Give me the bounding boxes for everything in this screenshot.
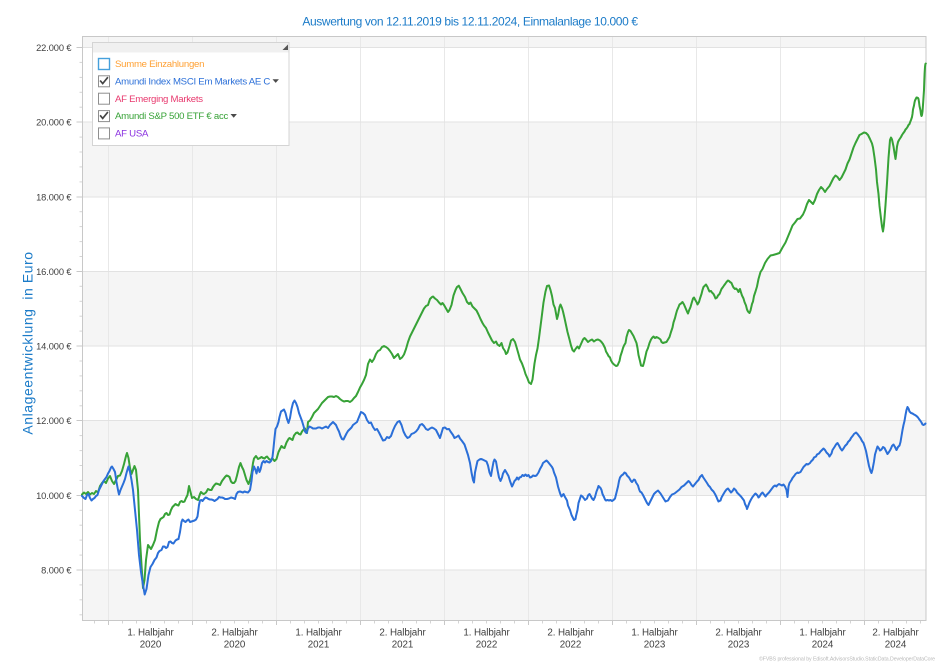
svg-text:2. Halbjahr: 2. Halbjahr <box>211 628 258 639</box>
svg-text:2022: 2022 <box>560 640 581 651</box>
svg-text:2022: 2022 <box>476 640 497 651</box>
svg-text:Amundi S&P 500 ETF € acc: Amundi S&P 500 ETF € acc <box>115 111 228 122</box>
svg-text:20.000 €: 20.000 € <box>36 118 72 128</box>
svg-text:2. Halbjahr: 2. Halbjahr <box>715 628 762 639</box>
svg-text:10.000 €: 10.000 € <box>36 491 72 501</box>
svg-text:1. Halbjahr: 1. Halbjahr <box>463 628 510 639</box>
svg-text:12.000 €: 12.000 € <box>36 416 72 426</box>
svg-text:2020: 2020 <box>224 640 246 651</box>
svg-text:2024: 2024 <box>885 640 907 651</box>
svg-text:16.000 €: 16.000 € <box>36 267 72 277</box>
svg-text:Anlageentwicklung in Euro: Anlageentwicklung in Euro <box>20 251 36 434</box>
svg-text:1. Halbjahr: 1. Halbjahr <box>295 628 342 639</box>
svg-text:©FVBS professional by Edisoft.: ©FVBS professional by Edisoft.AdvisorsSt… <box>759 656 935 663</box>
svg-text:Amundi Index MSCI Em Markets A: Amundi Index MSCI Em Markets AE C <box>115 76 270 87</box>
svg-text:2. Halbjahr: 2. Halbjahr <box>379 628 426 639</box>
svg-text:2024: 2024 <box>812 640 834 651</box>
svg-text:18.000 €: 18.000 € <box>36 193 72 203</box>
svg-text:22.000 €: 22.000 € <box>36 43 72 53</box>
svg-text:1. Halbjahr: 1. Halbjahr <box>127 628 174 639</box>
svg-text:Summe Einzahlungen: Summe Einzahlungen <box>115 59 204 70</box>
svg-text:2023: 2023 <box>644 640 666 651</box>
svg-text:2023: 2023 <box>728 640 750 651</box>
svg-text:1. Halbjahr: 1. Halbjahr <box>631 628 678 639</box>
svg-text:1. Halbjahr: 1. Halbjahr <box>799 628 846 639</box>
svg-text:8.000 €: 8.000 € <box>41 566 72 576</box>
svg-text:2. Halbjahr: 2. Halbjahr <box>872 628 919 639</box>
svg-text:2021: 2021 <box>392 640 413 651</box>
svg-text:Auswertung von 12.11.2019 bis: Auswertung von 12.11.2019 bis 12.11.2024… <box>302 15 638 29</box>
svg-text:2. Halbjahr: 2. Halbjahr <box>547 628 594 639</box>
svg-text:2020: 2020 <box>140 640 162 651</box>
svg-text:AF Emerging Markets: AF Emerging Markets <box>115 94 203 105</box>
svg-text:2021: 2021 <box>308 640 329 651</box>
svg-text:AF USA: AF USA <box>115 129 149 140</box>
svg-text:14.000 €: 14.000 € <box>36 342 72 352</box>
